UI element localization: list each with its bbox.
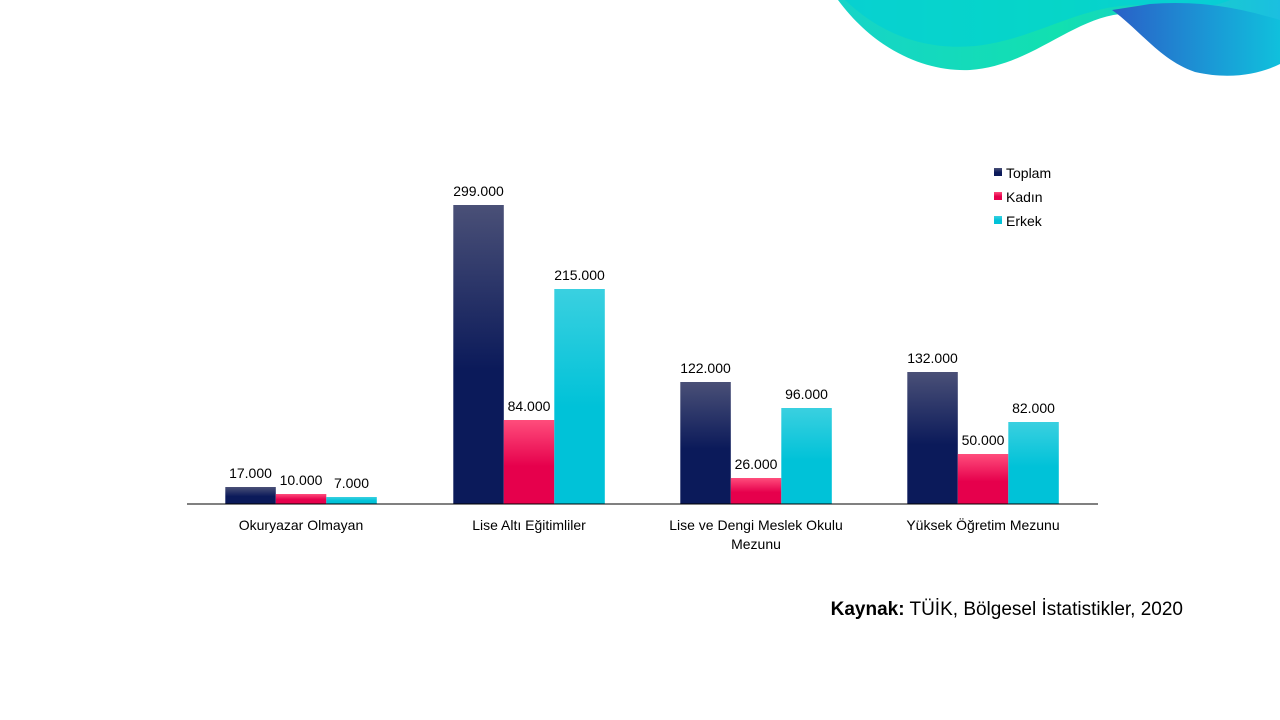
- data-label: 122.000: [680, 360, 731, 376]
- bar-erkek-2: [781, 408, 832, 504]
- data-label: 299.000: [453, 183, 504, 199]
- bar-kadın-1: [503, 420, 555, 504]
- bar-toplam-3: [907, 372, 958, 504]
- data-label: 96.000: [785, 386, 828, 402]
- category-label: Lise Altı Eğitimliler: [472, 517, 586, 533]
- legend: Toplam Kadın Erkek: [994, 165, 1051, 229]
- source-label: Kaynak:: [830, 599, 905, 620]
- category-label: Lise ve Dengi Meslek Okulu: [669, 517, 843, 533]
- category-label: Okuryazar Olmayan: [239, 517, 363, 533]
- data-label: 17.000: [229, 465, 272, 481]
- legend-label: Toplam: [1006, 165, 1051, 181]
- bar-kadın-0: [275, 494, 327, 504]
- data-label: 132.000: [907, 350, 958, 366]
- category-label: Mezunu: [731, 536, 781, 552]
- bar-erkek-1: [554, 289, 605, 504]
- bar-toplam-0: [225, 487, 276, 504]
- legend-swatch-toplam: [994, 168, 1002, 176]
- data-label: 10.000: [280, 472, 323, 488]
- legend-swatch-kadın: [994, 192, 1002, 200]
- bar-kadın-3: [957, 454, 1009, 504]
- data-label: 82.000: [1012, 400, 1055, 416]
- data-label: 26.000: [735, 456, 778, 472]
- legend-label: Kadın: [1006, 189, 1043, 205]
- bar-toplam-2: [680, 382, 731, 504]
- category-label: Yüksek Öğretim Mezunu: [906, 516, 1059, 533]
- data-label: 84.000: [508, 398, 551, 414]
- data-label: 50.000: [962, 432, 1005, 448]
- data-label: 7.000: [334, 475, 369, 491]
- legend-label: Erkek: [1006, 213, 1043, 229]
- bar-erkek-3: [1008, 422, 1059, 504]
- bar-kadın-2: [730, 478, 782, 504]
- source-note: Kaynak: TÜİK, Bölgesel İstatistikler, 20…: [831, 599, 1183, 621]
- data-label: 215.000: [554, 267, 605, 283]
- source-text: TÜİK, Bölgesel İstatistikler, 2020: [909, 599, 1183, 620]
- legend-swatch-erkek: [994, 216, 1002, 224]
- bar-toplam-1: [453, 205, 504, 504]
- bar-erkek-0: [326, 497, 377, 504]
